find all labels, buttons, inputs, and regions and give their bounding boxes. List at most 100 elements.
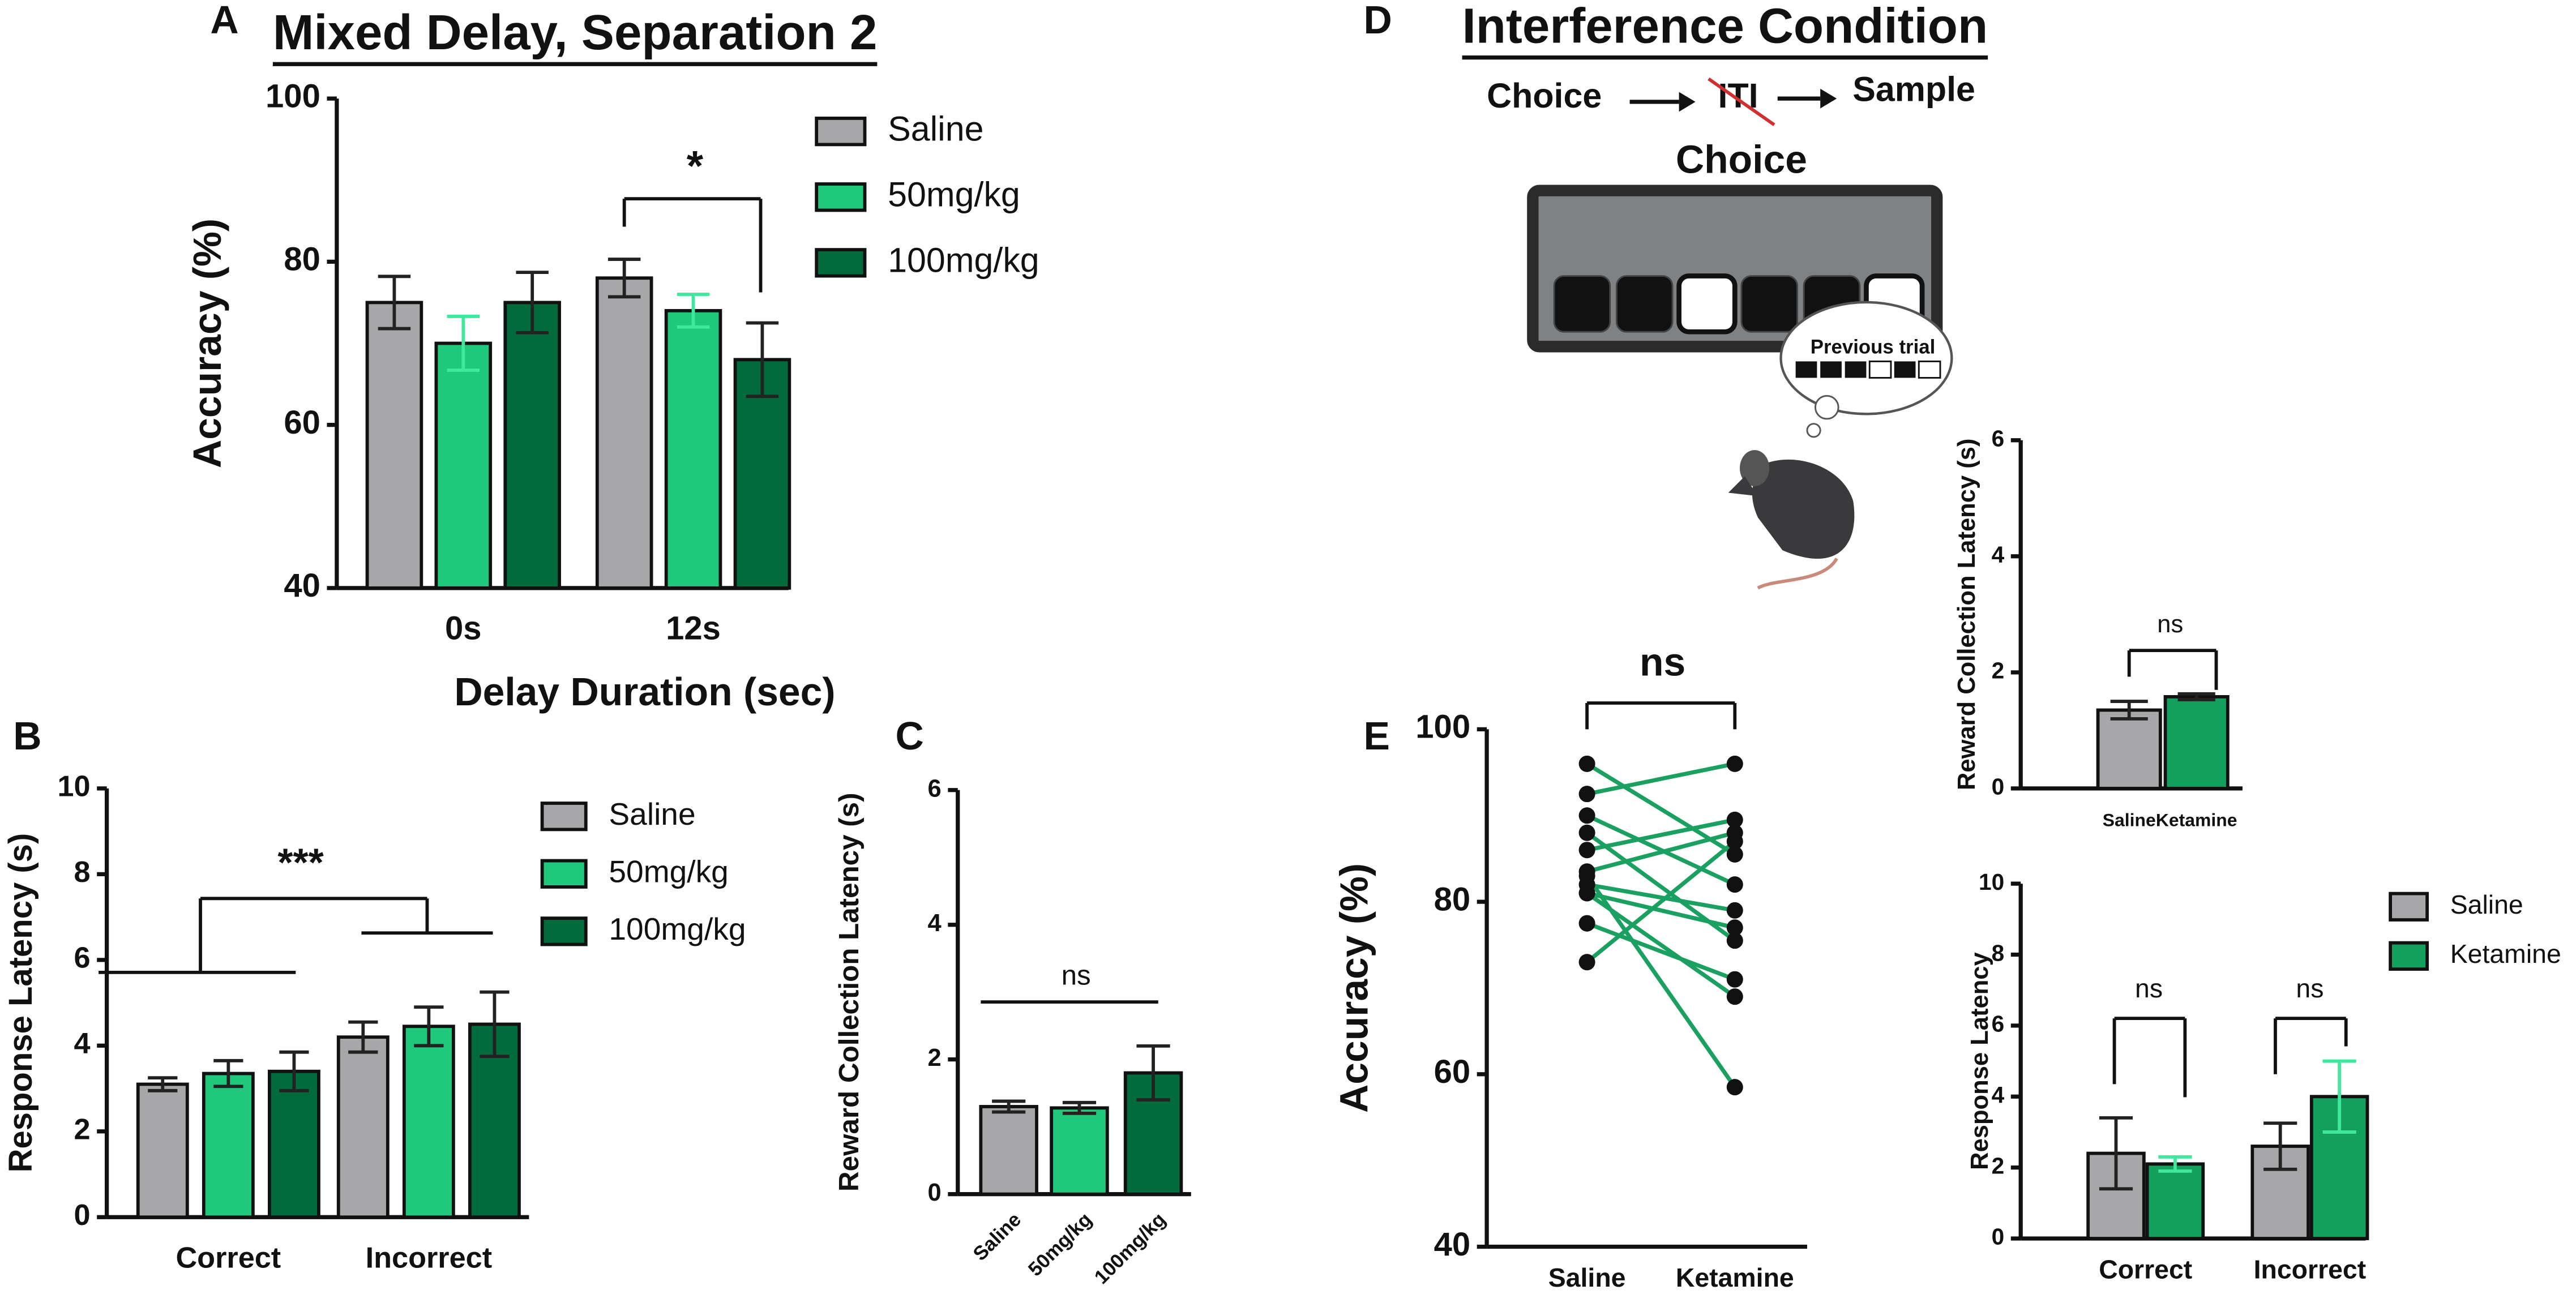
y-tick-label: 6 <box>1992 1011 2005 1037</box>
y-tick-label: 2 <box>1992 1152 2005 1179</box>
y-tick-label: 40 <box>1434 1226 1471 1263</box>
pair-line <box>1586 813 1736 886</box>
point <box>1578 807 1595 824</box>
window <box>1615 275 1674 333</box>
point <box>1578 954 1595 971</box>
y-tick-label: 2 <box>74 1113 91 1146</box>
bar <box>2145 1162 2205 1240</box>
thought-dot <box>1815 395 1839 420</box>
y-tick-label: 8 <box>74 856 91 889</box>
bar <box>434 341 493 590</box>
y-tick-label: 40 <box>284 567 320 604</box>
legend-label: Ketamine <box>2450 939 2561 969</box>
point <box>1726 846 1743 863</box>
point <box>1578 786 1595 803</box>
window <box>1740 275 1799 333</box>
x-tick-label: 100mg/kg <box>1090 1209 1170 1288</box>
bar <box>365 301 423 590</box>
y-tick-label: 6 <box>1992 425 2005 451</box>
y-tick-label: 4 <box>928 910 942 937</box>
strike <box>1708 77 1775 126</box>
y-tick-label: 4 <box>74 1027 91 1060</box>
legend-label: 100mg/kg <box>609 911 746 946</box>
point <box>1726 902 1743 919</box>
arrow-head <box>1679 92 1696 112</box>
point <box>1726 932 1743 949</box>
point <box>1578 824 1595 841</box>
point <box>1578 867 1595 884</box>
y-tick-label: 4 <box>1992 541 2005 567</box>
y-tick-label: 10 <box>1979 869 2004 895</box>
panel-label: B <box>13 714 41 758</box>
sequence-step: Sample <box>1852 70 1975 109</box>
y-tick-label: 6 <box>74 942 91 975</box>
pair-line <box>1586 830 1736 874</box>
panel-label: A <box>210 0 238 42</box>
y-axis-label: Accuracy (%) <box>185 218 229 468</box>
x-axis-label: Delay Duration (sec) <box>454 670 835 714</box>
x-tick-label: 50mg/kg <box>1024 1209 1096 1280</box>
legend-swatch <box>815 182 867 212</box>
y-tick-label: 0 <box>1992 1224 2005 1250</box>
y-axis-label: Response Latency <box>1966 952 1993 1170</box>
legend-swatch <box>815 248 867 278</box>
point <box>1578 915 1595 932</box>
significance-label: ns <box>1640 640 1685 684</box>
window <box>1553 275 1611 333</box>
pair-line <box>1586 921 1736 982</box>
y-axis-label: Reward Collection Latency (s) <box>833 792 865 1191</box>
pair-line <box>1586 817 1736 852</box>
thought-dot <box>1806 423 1821 438</box>
point <box>1726 1079 1743 1096</box>
panel-label: C <box>895 714 923 758</box>
legend-label: 50mg/kg <box>888 175 1020 213</box>
x-tick-label: 0s <box>445 610 482 647</box>
sequence-step: Choice <box>1487 76 1602 115</box>
legend-label: 100mg/kg <box>888 241 1039 279</box>
chart-title: Mixed Delay, Separation 2 <box>273 5 878 60</box>
y-tick-label: 4 <box>1992 1082 2005 1108</box>
point <box>1578 842 1595 859</box>
point <box>1726 919 1743 936</box>
significance-label: ns <box>2296 974 2323 1003</box>
x-tick-label: Correct <box>176 1241 281 1274</box>
pair-line <box>1586 891 1736 930</box>
point <box>1726 971 1743 988</box>
bar <box>503 301 561 590</box>
bar <box>336 1035 390 1219</box>
y-tick-label: 100 <box>266 78 320 114</box>
x-tick-label: Saline <box>2103 809 2156 830</box>
bar <box>2096 708 2162 790</box>
y-tick-label: 60 <box>1434 1053 1471 1090</box>
point <box>1726 876 1743 893</box>
legend-label: 50mg/kg <box>609 854 728 889</box>
mini-windows <box>1795 360 1941 379</box>
bar <box>595 276 653 590</box>
point <box>1726 755 1743 772</box>
panel-label: D <box>1363 0 1392 42</box>
significance-label: ns <box>1062 960 1091 991</box>
y-tick-label: 80 <box>1434 881 1471 918</box>
mouse <box>1728 450 1855 590</box>
y-axis-label: Accuracy (%) <box>1332 863 1376 1113</box>
bar <box>202 1072 255 1219</box>
thought-bubble <box>1779 301 1953 415</box>
point <box>1578 885 1595 902</box>
point <box>1726 811 1743 828</box>
point <box>1578 755 1595 772</box>
panel-label: E <box>1363 714 1389 758</box>
y-tick-label: 60 <box>284 404 320 441</box>
point <box>1726 988 1743 1005</box>
significance-label: * <box>687 142 704 190</box>
y-tick-label: 80 <box>284 241 320 278</box>
bar <box>1050 1106 1109 1196</box>
x-tick-label: 12s <box>666 610 721 647</box>
thought-label: Previous trial <box>1811 336 1936 358</box>
point <box>1726 833 1743 850</box>
arrow-head <box>1820 88 1837 109</box>
legend-label: Saline <box>2450 890 2523 919</box>
legend-swatch <box>815 117 867 147</box>
x-tick-label: Ketamine <box>1676 1263 1794 1292</box>
diagram: D Interference Condition Choice ITI Samp… <box>1363 0 1988 590</box>
y-tick-label: 0 <box>74 1199 91 1232</box>
